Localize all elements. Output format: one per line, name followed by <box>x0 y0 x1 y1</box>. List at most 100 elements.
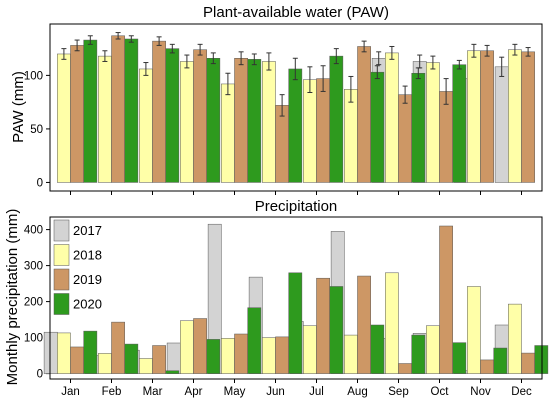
precip-y-tick-label: 100 <box>24 333 43 345</box>
precip-bar-2019-nov <box>480 359 494 374</box>
paw-bar-2018-jan <box>57 53 71 183</box>
month-label-nov: Nov <box>470 386 491 398</box>
paw-bar-2019-dec <box>521 51 535 183</box>
precip-bar-2018-feb <box>98 353 112 374</box>
legend-label-2017: 2017 <box>73 223 102 238</box>
paw-bar-2019-jan <box>70 45 84 183</box>
precip-bar-2019-feb <box>111 321 125 374</box>
legend-swatch-2017 <box>53 219 70 242</box>
paw-bar-2018-apr <box>180 61 194 183</box>
precip-bar-2019-may <box>234 333 248 374</box>
paw-bar-2018-dec <box>508 49 522 183</box>
precipitation-panel: Precipitation Monthly precipitation (mm)… <box>4 198 549 398</box>
precip-bar-2020-dec <box>534 345 549 374</box>
paw-bar-2020-may <box>247 59 262 183</box>
precip-bars <box>43 223 549 374</box>
precip-bar-2019-aug <box>357 275 371 374</box>
month-label-jul: Jul <box>309 386 324 398</box>
precip-y-tick-label: 200 <box>24 297 43 309</box>
paw-y-axis-label: PAW (mm) <box>10 71 27 143</box>
precip-bar-2019-mar <box>152 345 166 374</box>
precip-bar-2018-sep <box>385 272 399 374</box>
precip-bar-2018-aug <box>344 334 358 374</box>
paw-bar-2020-oct <box>452 64 467 183</box>
legend-swatch-2019 <box>53 268 70 291</box>
paw-bar-2019-jul <box>316 78 330 183</box>
paw-bar-2018-aug <box>344 89 358 183</box>
month-label-mar: Mar <box>143 386 163 398</box>
paw-bar-2018-feb <box>98 55 112 183</box>
precip-bar-2019-jun <box>275 336 289 374</box>
precip-bar-2020-feb <box>124 343 139 374</box>
precip-y-axis-label: Monthly precipitation (mm) <box>4 209 21 386</box>
precip-bar-2018-apr <box>180 320 194 374</box>
precip-bar-2018-dec <box>508 303 522 374</box>
month-label-may: May <box>224 386 246 398</box>
paw-title: Plant-available water (PAW) <box>203 4 389 21</box>
paw-bar-2019-nov <box>480 50 494 183</box>
precip-bar-2018-oct <box>426 325 440 374</box>
paw-bar-2019-may <box>234 58 248 183</box>
paw-bar-2019-mar <box>152 40 166 183</box>
precip-bar-2018-mar <box>139 358 153 374</box>
paw-bar-2019-apr <box>193 49 207 183</box>
precip-bar-2020-nov <box>493 347 508 374</box>
precip-bar-2019-jul <box>316 277 330 374</box>
paw-panel: Plant-available water (PAW) PAW (mm) 0 50… <box>10 4 543 195</box>
precip-bar-2017-jan <box>43 331 58 374</box>
precip-plot-frame <box>49 216 543 380</box>
precip-bar-2019-apr <box>193 318 207 374</box>
paw-bar-2020-sep <box>411 72 426 183</box>
month-label-dec: Dec <box>511 386 532 398</box>
precip-bar-2017-apr <box>166 342 181 374</box>
month-label-oct: Oct <box>431 386 450 398</box>
paw-bar-2019-jun <box>275 105 289 183</box>
paw-bar-2020-jan <box>83 39 98 183</box>
legend-swatch-2018 <box>53 244 70 266</box>
precip-bar-2019-dec <box>521 352 535 374</box>
paw-bar-2019-sep <box>398 94 412 183</box>
paw-y-tick-label: 50 <box>30 124 43 136</box>
paw-bar-2020-jun <box>288 68 303 183</box>
paw-bar-2020-jul <box>329 55 344 183</box>
precip-bar-2020-jan <box>83 330 98 374</box>
paw-bars <box>57 32 535 183</box>
month-label-feb: Feb <box>102 386 122 398</box>
legend-label-2020: 2020 <box>73 297 102 312</box>
precip-tick-group: 0 100 200 300 400 <box>24 225 522 383</box>
paw-y-tick-label: 100 <box>24 70 43 82</box>
paw-bar-2019-aug <box>357 46 371 183</box>
month-label-sep: Sep <box>388 386 408 398</box>
precip-y-tick-label: 300 <box>24 261 43 273</box>
paw-bar-2018-nov <box>467 50 481 183</box>
precip-bar-2020-jul <box>329 286 344 374</box>
precip-bar-2020-oct <box>452 342 467 374</box>
paw-bar-2020-aug <box>370 71 385 183</box>
precip-bar-2019-oct <box>439 225 453 374</box>
paw-bar-2019-feb <box>111 35 125 183</box>
month-label-jan: Jan <box>61 386 80 398</box>
legend-label-2019: 2019 <box>73 272 102 287</box>
precip-bar-2018-jun <box>262 337 276 374</box>
legend-label-2018: 2018 <box>73 248 102 263</box>
precip-bar-2020-aug <box>370 324 385 374</box>
paw-bar-2020-feb <box>124 38 139 183</box>
precip-y-tick-label: 400 <box>24 225 43 237</box>
month-label-apr: Apr <box>185 386 203 398</box>
precip-bar-2020-may <box>247 307 262 374</box>
precip-bar-2019-jan <box>70 346 84 374</box>
precip-bar-2020-apr <box>206 339 221 374</box>
paw-bar-2017-dec <box>494 66 509 183</box>
month-label-aug: Aug <box>347 386 367 398</box>
paw-bar-2018-sep <box>385 52 399 183</box>
legend: 2017 2018 2019 2020 <box>53 219 102 315</box>
paw-plot-frame <box>49 23 543 192</box>
paw-bar-2020-apr <box>206 58 221 183</box>
precip-bar-2020-sep <box>411 334 426 374</box>
precip-title: Precipitation <box>255 198 338 215</box>
precip-y-tick-label: 0 <box>37 369 43 381</box>
precip-bar-2020-jun <box>288 272 303 374</box>
paw-bar-2018-may <box>221 83 235 183</box>
paw-bar-2018-oct <box>426 62 440 183</box>
